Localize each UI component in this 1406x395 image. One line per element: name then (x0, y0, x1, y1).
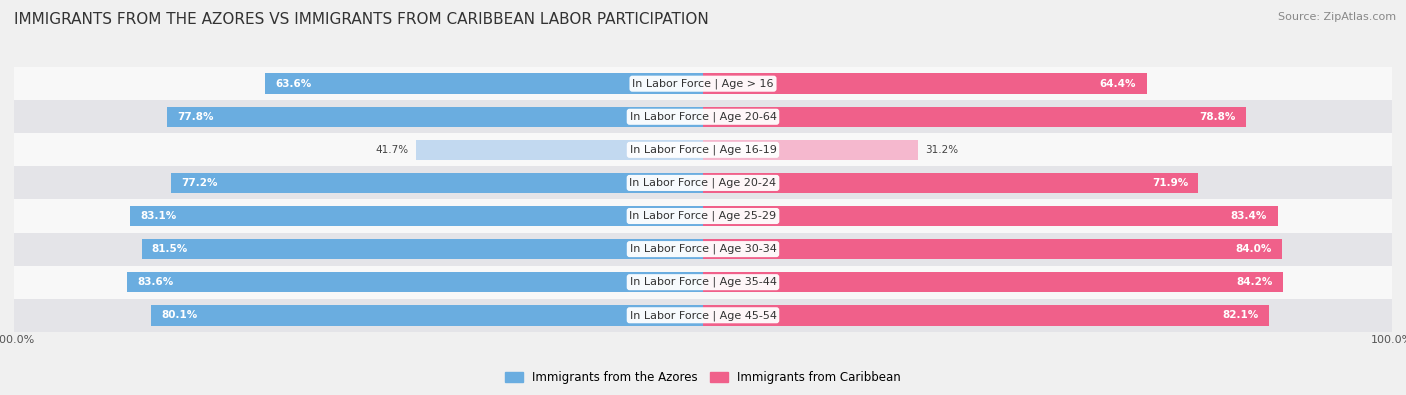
Text: In Labor Force | Age 16-19: In Labor Force | Age 16-19 (630, 145, 776, 155)
Bar (703, 73, 1147, 94)
Bar (14, 166, 1392, 199)
Bar (703, 239, 1282, 260)
Bar (131, 206, 703, 226)
Bar (416, 139, 703, 160)
Bar (14, 265, 1392, 299)
Text: In Labor Force | Age 45-54: In Labor Force | Age 45-54 (630, 310, 776, 320)
Bar (14, 67, 1392, 100)
Bar (703, 305, 1268, 325)
Bar (703, 173, 1198, 193)
Text: 82.1%: 82.1% (1222, 310, 1258, 320)
Text: 83.1%: 83.1% (141, 211, 177, 221)
Text: 77.8%: 77.8% (177, 112, 214, 122)
Bar (14, 134, 1392, 166)
Bar (14, 199, 1392, 233)
Text: In Labor Force | Age 20-24: In Labor Force | Age 20-24 (630, 178, 776, 188)
Text: 84.0%: 84.0% (1234, 244, 1271, 254)
Bar (703, 139, 918, 160)
Bar (14, 233, 1392, 265)
Bar (264, 73, 703, 94)
Text: 84.2%: 84.2% (1236, 277, 1272, 287)
Bar (703, 107, 1246, 127)
Bar (703, 272, 1284, 292)
Text: In Labor Force | Age 30-34: In Labor Force | Age 30-34 (630, 244, 776, 254)
Text: 64.4%: 64.4% (1099, 79, 1136, 89)
Bar (167, 107, 703, 127)
Text: In Labor Force | Age 20-64: In Labor Force | Age 20-64 (630, 111, 776, 122)
Bar (152, 305, 703, 325)
Text: 81.5%: 81.5% (152, 244, 188, 254)
Text: 83.6%: 83.6% (138, 277, 173, 287)
Legend: Immigrants from the Azores, Immigrants from Caribbean: Immigrants from the Azores, Immigrants f… (505, 371, 901, 384)
Bar (142, 239, 703, 260)
Text: 41.7%: 41.7% (375, 145, 409, 155)
Text: 78.8%: 78.8% (1199, 112, 1236, 122)
Text: 71.9%: 71.9% (1152, 178, 1188, 188)
Text: In Labor Force | Age 35-44: In Labor Force | Age 35-44 (630, 277, 776, 288)
Text: In Labor Force | Age > 16: In Labor Force | Age > 16 (633, 79, 773, 89)
Text: 63.6%: 63.6% (276, 79, 311, 89)
Bar (172, 173, 703, 193)
Text: In Labor Force | Age 25-29: In Labor Force | Age 25-29 (630, 211, 776, 221)
Bar (14, 100, 1392, 134)
Text: 31.2%: 31.2% (925, 145, 957, 155)
Bar (127, 272, 703, 292)
Bar (703, 206, 1278, 226)
Text: 77.2%: 77.2% (181, 178, 218, 188)
Text: Source: ZipAtlas.com: Source: ZipAtlas.com (1278, 12, 1396, 22)
Bar (14, 299, 1392, 332)
Text: 80.1%: 80.1% (162, 310, 198, 320)
Text: IMMIGRANTS FROM THE AZORES VS IMMIGRANTS FROM CARIBBEAN LABOR PARTICIPATION: IMMIGRANTS FROM THE AZORES VS IMMIGRANTS… (14, 12, 709, 27)
Text: 83.4%: 83.4% (1230, 211, 1267, 221)
